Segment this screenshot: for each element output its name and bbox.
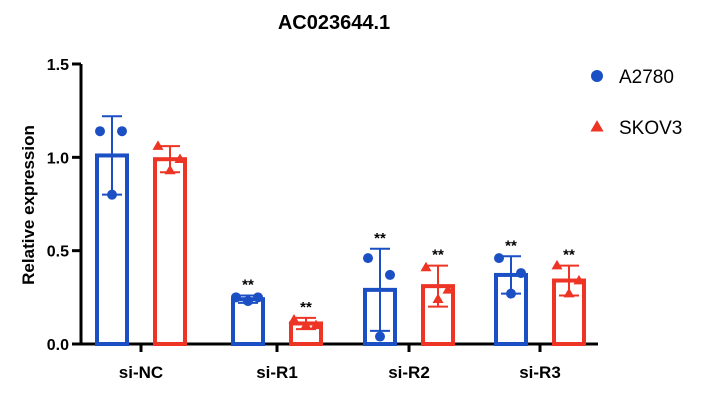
y-tick-label: 0.5	[47, 244, 69, 261]
data-point	[420, 261, 432, 272]
x-tick-label: si-NC	[119, 363, 163, 382]
data-point	[363, 253, 373, 264]
x-tick-label: si-R2	[388, 363, 430, 382]
significance-label: **	[300, 299, 312, 316]
legend-marker-a2780	[591, 70, 603, 82]
data-point	[152, 140, 164, 150]
legend-label: SKOV3	[619, 118, 682, 139]
y-tick-label: 1.0	[47, 150, 69, 167]
data-point	[95, 126, 105, 137]
data-point	[432, 293, 444, 303]
y-tick-label: 0.0	[47, 337, 69, 354]
data-point	[117, 126, 127, 137]
x-tick-label: si-R1	[256, 363, 298, 382]
legend-label: A2780	[619, 67, 674, 88]
data-point	[573, 274, 585, 285]
chart-title: AC023644.1	[278, 12, 390, 34]
data-point	[231, 292, 241, 303]
data-point	[375, 331, 385, 342]
data-point	[310, 319, 322, 330]
bar	[153, 157, 187, 346]
data-point	[506, 288, 516, 299]
data-point	[107, 189, 117, 200]
data-point	[442, 284, 454, 294]
significance-label: **	[563, 247, 575, 264]
significance-label: **	[242, 276, 254, 293]
data-point	[516, 268, 526, 279]
x-tick-label: si-R3	[519, 363, 561, 382]
data-point	[174, 153, 186, 163]
data-point	[300, 319, 312, 330]
data-point	[243, 296, 253, 307]
data-point	[494, 253, 504, 264]
legend: A2780 SKOV3	[590, 67, 682, 139]
y-tick-label: 1.5	[47, 57, 69, 74]
significance-label: **	[505, 237, 517, 254]
data-point	[551, 259, 563, 270]
significance-label: **	[432, 247, 444, 264]
data-point	[385, 269, 395, 280]
y-axis-label: Relative expression	[19, 125, 38, 285]
data-point	[253, 292, 263, 303]
significance-label: **	[374, 230, 386, 247]
data-point	[563, 287, 575, 298]
data-point	[164, 164, 176, 175]
data-point	[288, 314, 300, 324]
legend-marker-skov3	[590, 120, 604, 132]
plot-area: 0.0 0.5 1.0 1.5 si-NC si-R1 si-R2 si-R3 ** ** ** **…	[47, 57, 598, 382]
